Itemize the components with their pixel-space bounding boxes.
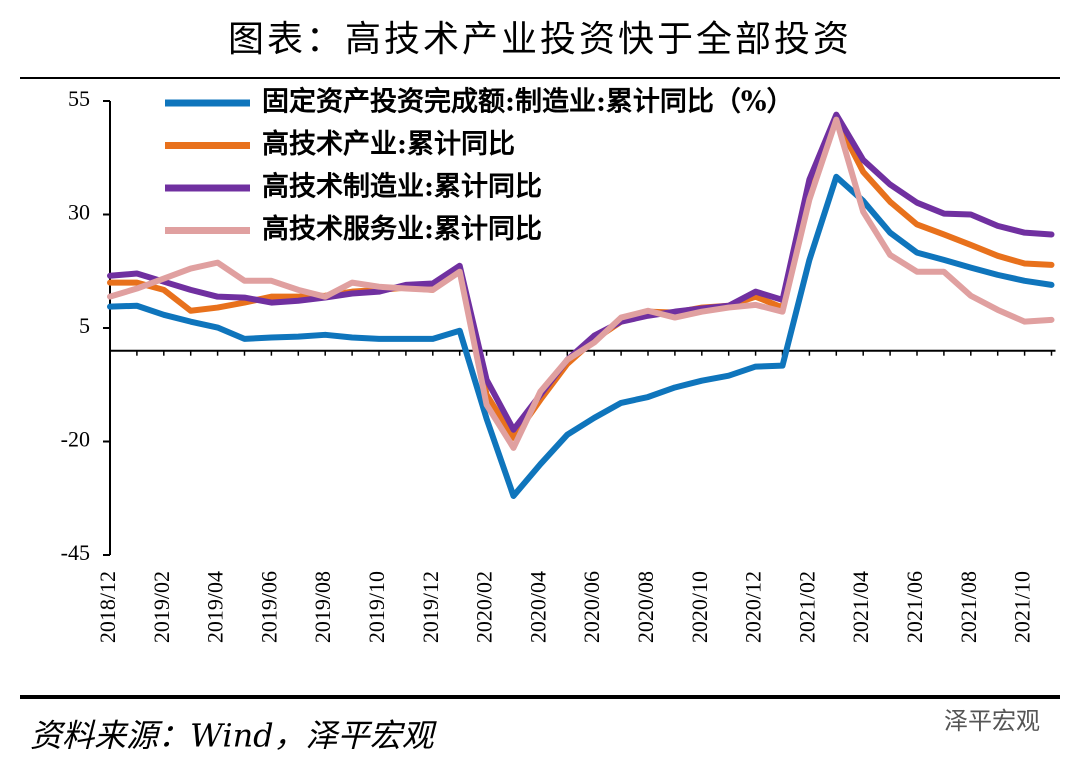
chart-title: 图表：高技术产业投资快于全部投资 bbox=[228, 19, 852, 60]
x-tick-label: 2020/12 bbox=[741, 571, 766, 643]
x-tick-label: 2019/08 bbox=[310, 571, 335, 643]
x-tick-label: 2020/06 bbox=[579, 571, 604, 643]
x-tick-label: 2021/04 bbox=[848, 571, 873, 643]
x-tick-label: 2020/10 bbox=[687, 571, 712, 643]
watermark: 泽平宏观 bbox=[944, 707, 1040, 735]
y-tick-label: -45 bbox=[61, 540, 90, 565]
x-tick-label: 2021/08 bbox=[956, 571, 981, 643]
y-tick-label: 55 bbox=[68, 86, 90, 111]
x-tick-label: 2019/02 bbox=[149, 571, 174, 643]
y-tick-label: 5 bbox=[79, 313, 90, 338]
x-tick-label: 2019/06 bbox=[256, 571, 281, 643]
x-tick-label: 2018/12 bbox=[95, 571, 120, 643]
series-line bbox=[107, 173, 1055, 499]
x-tick-label: 2019/04 bbox=[203, 571, 228, 643]
legend-label: 高技术制造业:累计同比 bbox=[262, 171, 542, 203]
x-tick-label: 2020/04 bbox=[525, 571, 550, 643]
series-line bbox=[107, 116, 1055, 451]
x-tick-label: 2021/06 bbox=[902, 571, 927, 643]
x-tick-label: 2020/08 bbox=[633, 571, 658, 643]
y-tick-label: 30 bbox=[68, 200, 90, 225]
x-tick-label: 2021/02 bbox=[794, 571, 819, 643]
x-tick-label: 2021/10 bbox=[1010, 571, 1035, 643]
source: 资料来源：Wind，泽平宏观 bbox=[30, 717, 438, 755]
legend-label: 高技术产业:累计同比 bbox=[262, 128, 515, 160]
y-tick-label: -20 bbox=[61, 427, 90, 452]
x-tick-label: 2019/10 bbox=[364, 571, 389, 643]
x-tick-label: 2020/02 bbox=[472, 571, 497, 643]
legend-label: 固定资产投资完成额:制造业:累计同比（%） bbox=[262, 86, 794, 118]
legend-label: 高技术服务业:累计同比 bbox=[262, 213, 542, 245]
x-tick-label: 2019/12 bbox=[418, 571, 443, 643]
